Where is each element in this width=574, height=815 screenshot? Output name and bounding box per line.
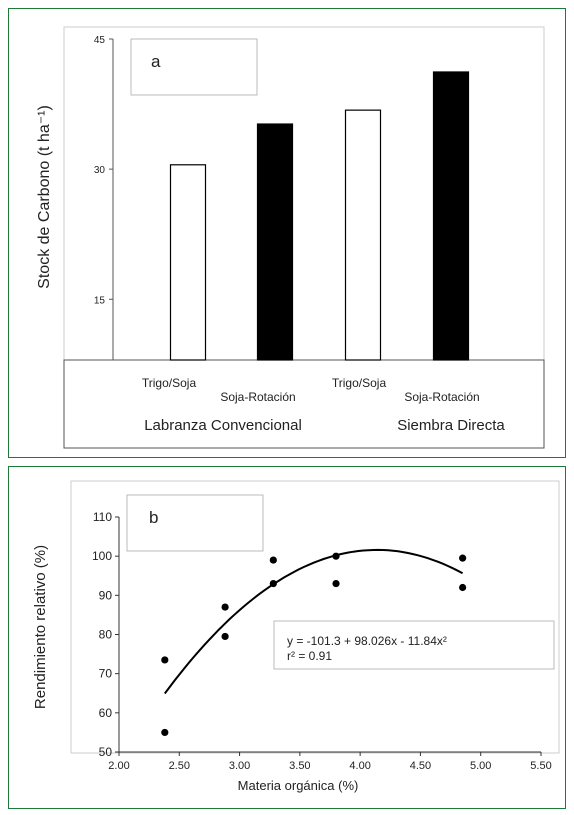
panel-label-box — [130, 38, 258, 96]
x-axis-label: Materia orgánica (%) — [238, 778, 359, 793]
y-tick-label: 50 — [99, 745, 113, 759]
bar — [256, 123, 294, 361]
group-label: Labranza Convencional — [144, 417, 302, 434]
bar-chart-stock-carbono: a Stock de Carbono (t ha⁻¹) 15 30 45 Trigo/… — [36, 26, 545, 449]
data-point — [332, 552, 340, 560]
y-tick-label: 45 — [94, 35, 106, 46]
panel-label-a: a — [151, 52, 161, 71]
y-tick-label: 70 — [99, 667, 113, 681]
y-tick-label: 15 — [94, 295, 106, 306]
y-tick-label: 60 — [99, 706, 113, 720]
chart-panel-a: a Stock de Carbono (t ha⁻¹) 15 30 45 Trigo/… — [8, 8, 566, 458]
data-point — [269, 556, 277, 564]
category-label: Soja-Rotación — [220, 390, 295, 404]
y-tick-label: 80 — [99, 628, 113, 642]
category-label: Trigo/Soja — [332, 376, 387, 390]
regression-equation: y = -101.3 + 98.026x - 11.84x² — [287, 634, 447, 648]
data-point — [221, 632, 229, 641]
bar — [169, 164, 207, 361]
y-axis-label: Rendimiento relativo (%) — [32, 545, 49, 709]
group-label: Siembra Directa — [397, 417, 505, 434]
x-tick-label: 4.50 — [410, 760, 431, 772]
category-label-table — [63, 359, 545, 449]
x-tick-label: 3.00 — [229, 760, 250, 772]
x-tick-label: 5.50 — [530, 760, 551, 772]
x-tick-label: 2.50 — [169, 760, 190, 772]
panel-label-b: b — [149, 508, 158, 527]
y-tick-label: 100 — [92, 549, 112, 563]
bar — [432, 71, 470, 361]
chart-panel-b: b y = -101.3 + 98.026x - 11.84x² r² = 0.… — [8, 466, 566, 809]
panel-label-box — [126, 494, 264, 552]
data-point — [459, 583, 467, 592]
y-tick-label: 110 — [93, 510, 112, 524]
y-tick-label: 30 — [94, 165, 106, 176]
y-axis-label: Stock de Carbono (t ha⁻¹) — [36, 105, 53, 289]
data-point — [459, 554, 467, 562]
category-label: Soja-Rotación — [404, 390, 479, 404]
data-point — [161, 656, 169, 664]
data-point — [269, 579, 277, 588]
r-squared-label: r² = 0.91 — [287, 649, 332, 663]
x-tick-label: 2.00 — [108, 760, 129, 772]
scatter-chart-rendimiento: b y = -101.3 + 98.026x - 11.84x² r² = 0.… — [32, 480, 560, 793]
category-label: Trigo/Soja — [142, 376, 197, 390]
x-tick-label: 5.00 — [470, 760, 491, 772]
x-tick-label: 4.00 — [349, 760, 370, 772]
bar — [344, 109, 382, 361]
data-point — [161, 728, 169, 737]
fit-curve — [164, 548, 464, 695]
equation-box — [273, 620, 555, 670]
data-point — [221, 603, 229, 611]
data-point — [332, 579, 340, 588]
y-tick-label: 90 — [99, 588, 113, 602]
x-tick-label: 3.50 — [289, 760, 310, 772]
